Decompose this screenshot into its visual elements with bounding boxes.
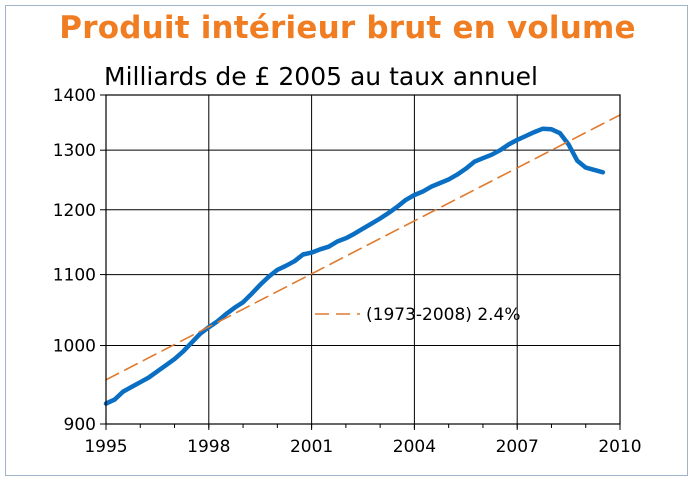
x-tick-label: 1998	[187, 437, 230, 457]
legend: (1973-2008) 2.4%	[315, 305, 521, 325]
x-tick-label: 1995	[84, 437, 127, 457]
x-tick-label: 2001	[290, 437, 333, 457]
y-tick-label: 1000	[53, 337, 96, 357]
x-tick-label: 2004	[393, 437, 436, 457]
legend-label-trend: (1973-2008) 2.4%	[366, 305, 521, 325]
y-tick-label: 1300	[53, 141, 96, 161]
chart-subtitle: Milliards de £ 2005 au taux annuel	[104, 62, 538, 91]
series-layer	[103, 114, 621, 406]
x-tick-label: 2007	[496, 437, 539, 457]
trend-line-series	[105, 114, 621, 381]
y-tick-label: 1200	[53, 201, 96, 221]
x-tick-label: 2010	[598, 437, 641, 457]
y-tick-label: 1400	[53, 86, 96, 106]
chart-title: Produit intérieur brut en volume	[59, 10, 636, 46]
axes: 900 1000 1100 1200 1300 1400 1995 1998 2001 2004 2…	[53, 86, 642, 457]
gdp-line-series	[103, 126, 606, 406]
grid	[105, 94, 621, 425]
y-tick-label: 1100	[53, 266, 96, 286]
plot-border	[105, 94, 621, 425]
y-tick-label: 900	[64, 415, 96, 435]
